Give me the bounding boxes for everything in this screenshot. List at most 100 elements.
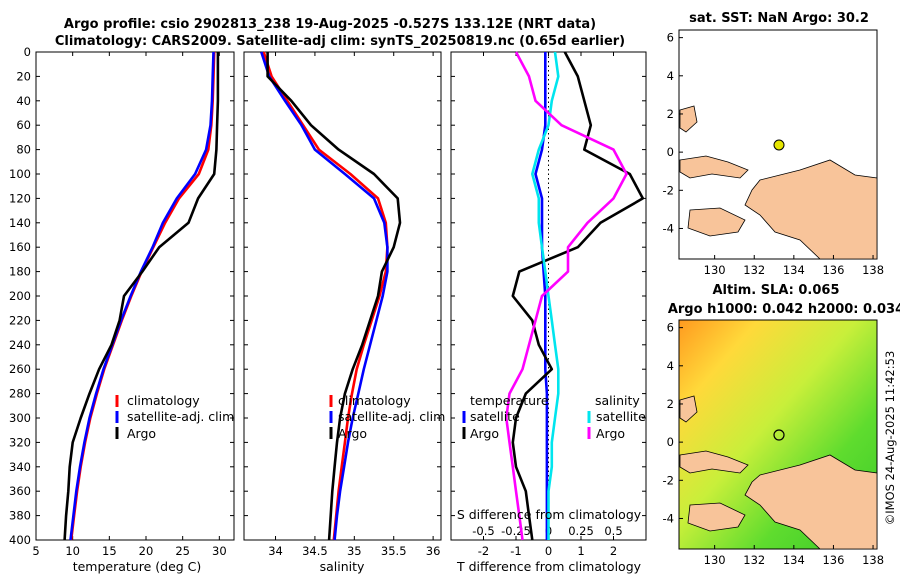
legend-title-salinity: salinity	[595, 393, 640, 408]
map-x-tick-label: 132	[743, 553, 765, 567]
y-tick-label: 260	[9, 362, 31, 376]
map-y-tick-label: 0	[667, 435, 674, 449]
legend-label-argo: Argo	[127, 426, 156, 441]
difference-xlabel: T difference from climatology	[456, 559, 642, 574]
salinity-legend: climatology satellite-adj. clim Argo	[329, 393, 445, 441]
map-y-tick-label: 0	[667, 145, 674, 159]
sst-map: 130 132 134 136 138 6 4 2 0 -2 -4	[663, 29, 884, 277]
y-tick-label: 360	[9, 484, 31, 498]
series-line-argo	[504, 51, 628, 541]
series-line-argo	[511, 51, 645, 541]
map-y-tick-label: 4	[667, 69, 674, 83]
map-x-tick-label: 130	[704, 553, 726, 567]
series-line-climatology	[262, 51, 389, 541]
figure-title-line1: Argo profile: csio 2902813_238 19-Aug-20…	[64, 17, 596, 32]
x-tick-label: 34	[268, 544, 283, 558]
sst-land-islands	[679, 155, 749, 179]
y-tick-label: 160	[9, 240, 31, 254]
map-y-tick-label: -2	[663, 473, 674, 487]
legend-label-t-argo: Argo	[470, 426, 499, 441]
y-tick-label: 340	[9, 460, 31, 474]
map-x-tick-label: 134	[783, 553, 805, 567]
sst-land-newguinea	[744, 159, 878, 260]
s-tick-label: -0.25	[501, 524, 531, 538]
map-x-tick-label: 138	[862, 263, 884, 277]
map-y-tick-label: -4	[663, 511, 674, 525]
map-x-tick-label: 136	[822, 553, 844, 567]
y-tick-label: 60	[16, 118, 31, 132]
map-y-tick-label: 4	[667, 359, 674, 373]
x-tick-label: 15	[102, 544, 117, 558]
sla-map: 130 132 134 136 138 6 4 2 0 -2 -4	[663, 319, 884, 567]
sst-land-halmahera	[679, 105, 698, 133]
map-y-tick-label: -4	[663, 221, 674, 235]
y-tick-label: 300	[9, 411, 31, 425]
x-tick-label: 25	[175, 544, 190, 558]
sst-land-seram	[687, 207, 746, 237]
y-tick-label: 400	[9, 533, 31, 547]
y-tick-label: 220	[9, 313, 31, 327]
x-tick-label: 35.5	[381, 544, 407, 558]
panel-salinity: 34 34.5 35 35.5 36	[244, 51, 441, 558]
y-tick-label: 320	[9, 435, 31, 449]
y-tick-label: 20	[16, 69, 31, 83]
y-tick-label: 240	[9, 338, 31, 352]
series-line-argo	[63, 52, 220, 541]
s-tick-label: 0.25	[568, 524, 594, 538]
map-y-tick-label: 2	[667, 397, 674, 411]
legend-label-t-satellite: satellite	[470, 409, 520, 424]
legend-label-s-argo: Argo	[596, 426, 625, 441]
sst-map-title: sat. SST: NaN Argo: 30.2	[689, 11, 869, 26]
s-difference-xlabel: S difference from climatology	[457, 507, 642, 522]
sla-land-halmahera	[679, 395, 698, 423]
map-x-tick-label: 130	[704, 263, 726, 277]
map-y-tick-label: 2	[667, 107, 674, 121]
s-tick-label: 0.5	[604, 524, 622, 538]
map-y-tick-label: 6	[667, 321, 674, 335]
y-tick-label: 280	[9, 387, 31, 401]
map-y-tick-label: -2	[663, 183, 674, 197]
y-tick-label: 80	[16, 143, 31, 157]
salinity-xlabel: salinity	[320, 559, 365, 574]
map-x-tick-label: 138	[862, 553, 884, 567]
map-x-tick-label: 134	[783, 263, 805, 277]
series-line-satellite-adj-clim	[260, 51, 389, 541]
x-tick-label: 36	[426, 544, 441, 558]
y-tick-label: 100	[9, 167, 31, 181]
legend-label-satellite-adj: satellite-adj. clim	[338, 409, 445, 424]
panel-difference: -2 -1 0 1 2-0.5 -0.25 0 0.25 0.5	[451, 51, 646, 558]
legend-title-temperature: temperature	[470, 393, 549, 408]
legend-label-argo: Argo	[338, 426, 367, 441]
sla-land-seram	[687, 502, 746, 532]
sst-argo-marker	[773, 139, 785, 151]
y-tick-label: 40	[16, 94, 31, 108]
x-tick-label: 1	[577, 544, 584, 558]
sla-land-islands	[679, 450, 749, 474]
map-y-tick-label: 6	[667, 31, 674, 45]
y-tick-label: 200	[9, 289, 31, 303]
series-line-argo	[266, 52, 402, 541]
imos-watermark: ©IMOS 24-Aug-2025 11:42:53	[883, 351, 897, 526]
x-tick-label: 10	[65, 544, 80, 558]
sla-argo-marker	[773, 429, 785, 441]
temperature-panel-frame	[35, 51, 235, 541]
legend-label-s-satellite: satellite	[596, 409, 646, 424]
sla-map-title-line1: Altim. SLA: 0.065	[713, 283, 840, 298]
legend-label-climatology: climatology	[127, 393, 200, 408]
series-line-satellite-adj-clim	[69, 51, 215, 541]
y-tick-label: 180	[9, 265, 31, 279]
x-tick-label: 5	[32, 544, 39, 558]
temperature-legend: climatology satellite-adj. clim Argo	[115, 393, 234, 441]
temperature-xlabel: temperature (deg C)	[73, 559, 202, 574]
legend-label-climatology: climatology	[338, 393, 411, 408]
x-tick-label: -2	[478, 544, 489, 558]
sla-map-title-line2: Argo h1000: 0.042 h2000: 0.034	[668, 302, 900, 317]
y-tick-label: 380	[9, 509, 31, 523]
y-tick-label: 120	[9, 191, 31, 205]
panel-temperature: 0 20 40 60 80 100 120 140 160 180 200 220 240 260 280 3…	[9, 45, 234, 558]
y-tick-label: 140	[9, 216, 31, 230]
x-tick-label: 35	[347, 544, 362, 558]
series-line-satellite	[530, 51, 560, 540]
x-tick-label: -1	[510, 544, 521, 558]
